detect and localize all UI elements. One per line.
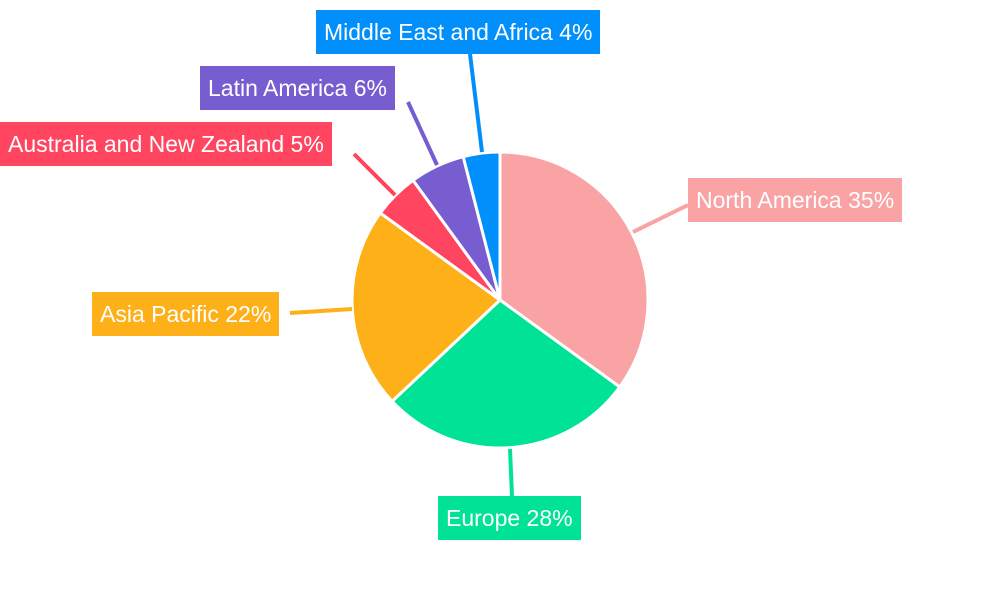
slice-label: North America 35%: [688, 178, 903, 222]
slice-label: Australia and New Zealand 5%: [0, 122, 332, 166]
pie-slice-europe[interactable]: [389, 298, 622, 450]
pie-slice-north-america[interactable]: [498, 150, 650, 390]
leader-line: [508, 448, 514, 497]
slice-label: Asia Pacific 22%: [92, 292, 280, 336]
leader-line: [289, 307, 353, 315]
leader-line: [352, 152, 397, 197]
leader-line: [468, 53, 484, 153]
leader-line: [406, 101, 439, 166]
slice-label: Latin America 6%: [200, 66, 395, 110]
pie-slice-asia-pacific[interactable]: [350, 210, 503, 404]
pie-slice-middle-east-and-africa[interactable]: [461, 150, 502, 301]
slice-label: Middle East and Africa 4%: [316, 10, 601, 54]
leader-line: [632, 203, 689, 234]
slice-label: Europe 28%: [438, 496, 581, 540]
